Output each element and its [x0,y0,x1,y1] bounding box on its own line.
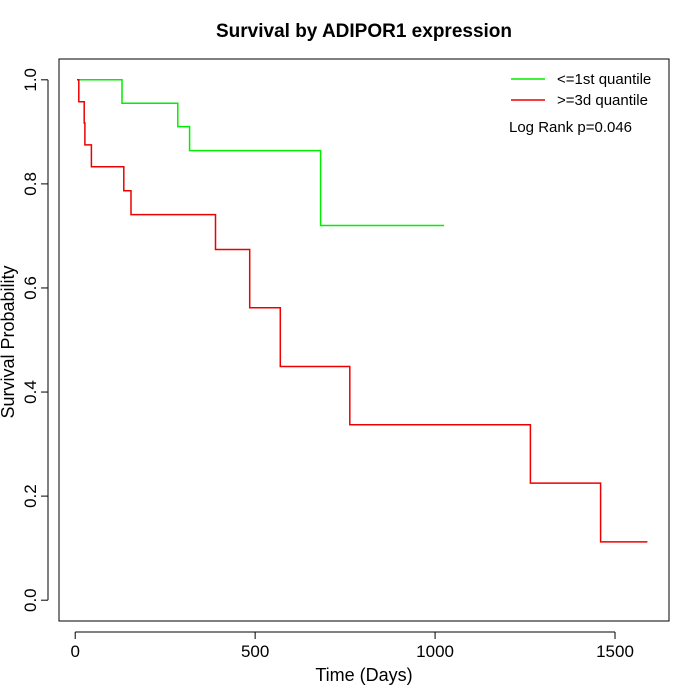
y-tick-label: 0.0 [21,588,40,612]
legend-label-2: >=3d quantile [557,92,648,109]
x-axis-label: Time (Days) [315,665,412,685]
x-tick-label: 1000 [416,642,454,661]
series-layer [77,79,648,543]
x-tick-label: 0 [70,642,79,661]
y-tick-label: 0.8 [21,172,40,196]
y-tick-label: 0.4 [21,380,40,404]
x-tick-label: 500 [241,642,269,661]
y-axis-label: Survival Probability [0,265,18,418]
plot-frame [58,58,670,622]
log-rank-annotation: Log Rank p=0.046 [509,119,632,136]
x-tick-label: 1500 [596,642,634,661]
y-tick-label: 0.2 [21,484,40,508]
legend-label-1: <=1st quantile [557,71,651,88]
y-axis: 0.0 0.2 0.4 0.6 0.8 1.0 [21,68,49,612]
chart-title: Survival by ADIPOR1 expression [216,21,512,42]
y-tick-label: 1.0 [21,68,40,92]
legend: <=1st quantile >=3d quantile [511,71,651,109]
series-line-2 [77,79,648,543]
series-line-1 [77,79,445,227]
x-axis: 0 500 1000 1500 [70,631,634,661]
y-tick-label: 0.6 [21,276,40,300]
